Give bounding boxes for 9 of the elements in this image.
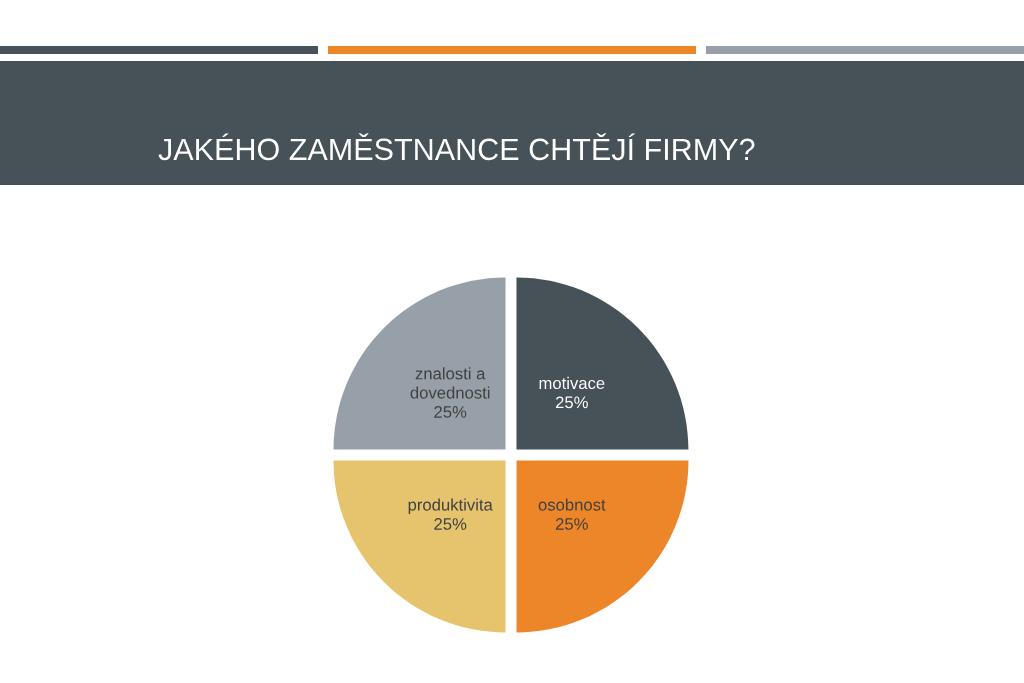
data-label: 25%	[555, 396, 588, 409]
chart-title: JAKÉHO ZAMĚSTNANCE CHTĚJÍ FIRMY?	[158, 133, 755, 161]
data-label: 25%	[434, 406, 467, 418]
slice-label: osobnost	[538, 498, 606, 511]
slice-label: motivace	[539, 376, 605, 390]
slice-label: produktivita	[408, 498, 493, 514]
slice-label: znalosti a dovednosti	[410, 367, 490, 399]
data-label: 25%	[555, 518, 588, 530]
data-label: 25%	[434, 518, 467, 530]
